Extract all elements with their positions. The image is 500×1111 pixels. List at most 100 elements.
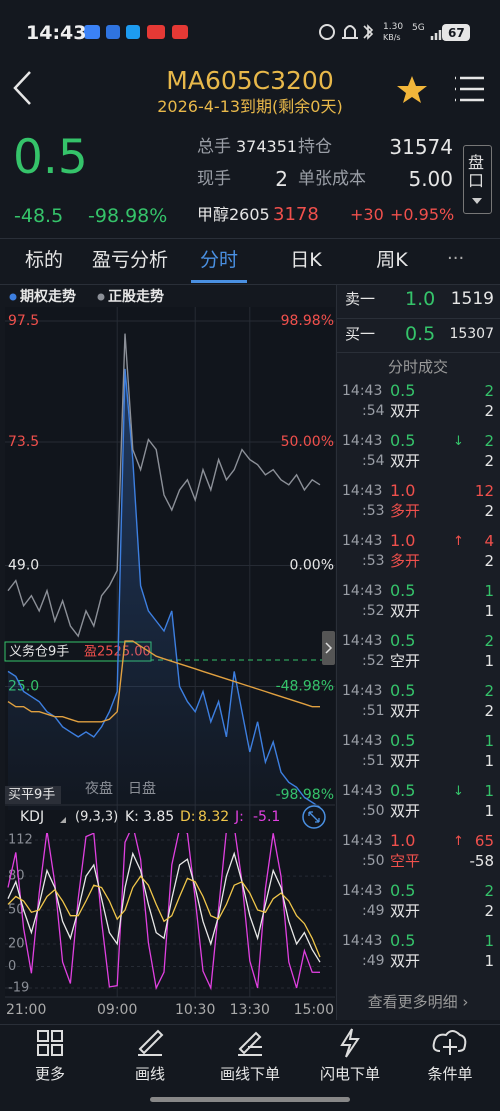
legend-dot [9,293,17,301]
gesture-bar [150,1097,350,1102]
tab[interactable]: 标的 [24,248,63,271]
underlying-price: 3178 [273,204,319,225]
trade-type: 双开 [390,401,421,420]
trade-arrow: ↑ [453,833,464,849]
expand-button [302,805,326,829]
back-button[interactable] [13,71,31,105]
trade-volume: 1 [484,781,494,800]
trade-volume: 4 [484,531,494,550]
expand-arrows [308,811,320,823]
trade-volume: 2 [484,381,494,400]
trade-second: :49 [362,903,385,920]
trade-time: 14:43 [342,533,383,550]
trade-second: :50 [362,853,385,870]
series-line [7,368,321,809]
price-change: -48.5 [14,205,64,227]
icon-draw [138,1029,164,1056]
menu-button[interactable] [455,76,484,102]
trade-time: 14:43 [342,683,383,700]
collapse-arrow [325,642,333,654]
tab[interactable]: 盈亏分析 [91,248,168,271]
trade-type: 双开 [390,601,421,620]
last-price: 0.5 [13,130,88,185]
app-icon [126,25,140,39]
divider [336,352,500,353]
close-tag-box [5,786,61,804]
app-icon [84,25,100,39]
trade-volume: 1 [484,581,494,600]
trade-second: :49 [362,953,385,970]
trade-second: :51 [362,703,385,720]
tab-more[interactable]: ··· [447,248,465,269]
trade-second: :53 [362,503,385,520]
tab[interactable]: 日K [290,248,322,271]
trade-volume-2: 2 [484,401,494,420]
stat-value: 31574 [389,135,453,159]
trade-second: :51 [362,753,385,770]
trade-price: 1.0 [390,831,416,851]
y2-tick-label: 0.00% [290,558,334,574]
side-tab[interactable] [463,145,492,214]
icon-flash [340,1028,360,1058]
book-label: 买一 [345,324,376,343]
arrow-shape [472,198,482,204]
nav-label[interactable]: 条件单 [427,1064,473,1083]
kdj-params: (9,3,3) [75,810,118,825]
trade-volume-2: 1 [484,801,494,820]
app-icon [172,25,188,39]
stat-label: 单张成本 [298,168,366,189]
kdj-line [7,851,321,963]
trade-price: 0.5 [390,431,416,451]
stat-value: 5.00 [408,167,453,191]
trade-type: 多开 [390,551,421,570]
trade-volume-2: 2 [484,501,494,520]
status-icons [84,24,470,41]
tab[interactable]: 分时 [199,248,238,271]
trade-volume-2: 2 [484,551,494,570]
side-tab-arrow [472,198,482,204]
trade-volume: 2 [484,881,494,900]
kdj-line [7,833,321,991]
position-label: 义务仓9手 [9,644,69,660]
trade-volume: 1 [484,731,494,750]
icon-grid [37,1044,49,1056]
series-line [7,333,321,638]
underlying-change-pct: +0.95% [390,205,455,224]
trade-volume: 12 [474,481,494,500]
trade-time: 14:43 [342,833,383,850]
icon-condition [432,1030,467,1055]
trade-type: 双开 [390,801,421,820]
trade-time: 14:43 [342,933,383,950]
kdj-line [7,875,321,958]
nav-label[interactable]: 闪电下单 [319,1064,380,1083]
icon-draw-order [238,1031,262,1056]
net-speed-unit: KB/s [383,33,401,42]
trade-price: 0.5 [390,731,416,751]
kdj-name: K: [125,809,139,825]
icon-grid [51,1044,63,1056]
trade-price: 0.5 [390,381,416,401]
kdj-tick-label: 50 [8,903,25,918]
trade-arrow: ↓ [453,433,464,449]
kdj-value: 8.32 [198,809,229,825]
trade-second: :54 [362,403,385,420]
kdj-value: 3.85 [143,809,174,825]
trade-volume: 2 [484,681,494,700]
kdj-name: D: [180,809,196,825]
more-link[interactable]: 查看更多明细 › [367,993,469,1011]
legend-label: 正股走势 [108,288,164,305]
trade-second: :53 [362,553,385,570]
favorite-star[interactable] [397,76,427,103]
kdj-title: KDJ [20,809,44,825]
nav-label[interactable]: 画线 [134,1064,165,1083]
kdj-value: -5.1 [253,809,280,825]
divider [0,284,500,285]
nav-label[interactable]: 更多 [34,1064,65,1083]
tab[interactable]: 周K [376,248,408,271]
trade-price: 0.5 [390,881,416,901]
trade-type: 空平 [390,851,421,870]
kdj-tick-label: 112 [8,833,33,848]
trade-price: 0.5 [390,631,416,651]
trade-time: 14:43 [342,633,383,650]
nav-label[interactable]: 画线下单 [219,1064,280,1083]
